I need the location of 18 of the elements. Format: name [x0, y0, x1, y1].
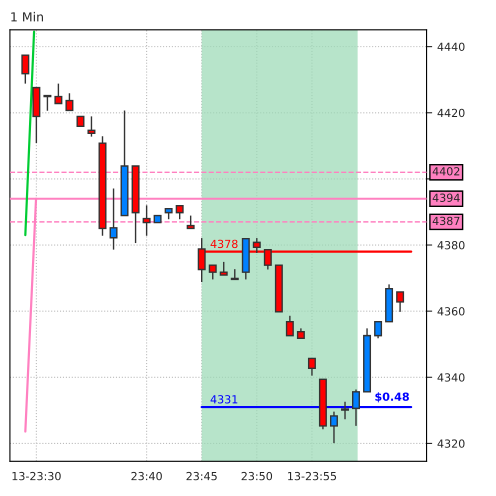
y-tick-label: 4340 — [438, 373, 465, 382]
x-tick-label: 23:45 — [186, 472, 217, 480]
ref-line-label: 4394 — [432, 194, 460, 202]
x-tick-label: 13-23:55 — [288, 472, 336, 480]
y-tick-label: 4380 — [438, 241, 465, 250]
series-label: 4378 — [210, 240, 238, 248]
y-tick-label: 4360 — [438, 307, 465, 316]
chart-title: 1 Min — [11, 12, 43, 22]
annotation: $0.48 — [375, 392, 409, 402]
x-tick-label: 23:40 — [131, 472, 162, 480]
x-tick-label: 13-23:30 — [12, 472, 61, 480]
series-label: 4331 — [210, 395, 238, 404]
ref-line-label: 4387 — [432, 216, 460, 226]
y-tick-label: 4440 — [438, 42, 465, 52]
y-tick-label: 4320 — [438, 439, 465, 448]
x-tick-label: 23:50 — [242, 472, 272, 480]
ref-line-label: 4402 — [432, 167, 460, 176]
y-tick-label: 4420 — [438, 108, 465, 118]
